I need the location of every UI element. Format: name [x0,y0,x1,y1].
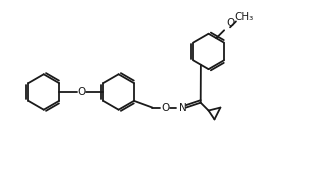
Text: O: O [226,18,234,28]
Text: CH₃: CH₃ [234,12,253,22]
Text: O: O [161,103,169,113]
Text: O: O [77,87,85,97]
Text: N: N [179,103,187,113]
